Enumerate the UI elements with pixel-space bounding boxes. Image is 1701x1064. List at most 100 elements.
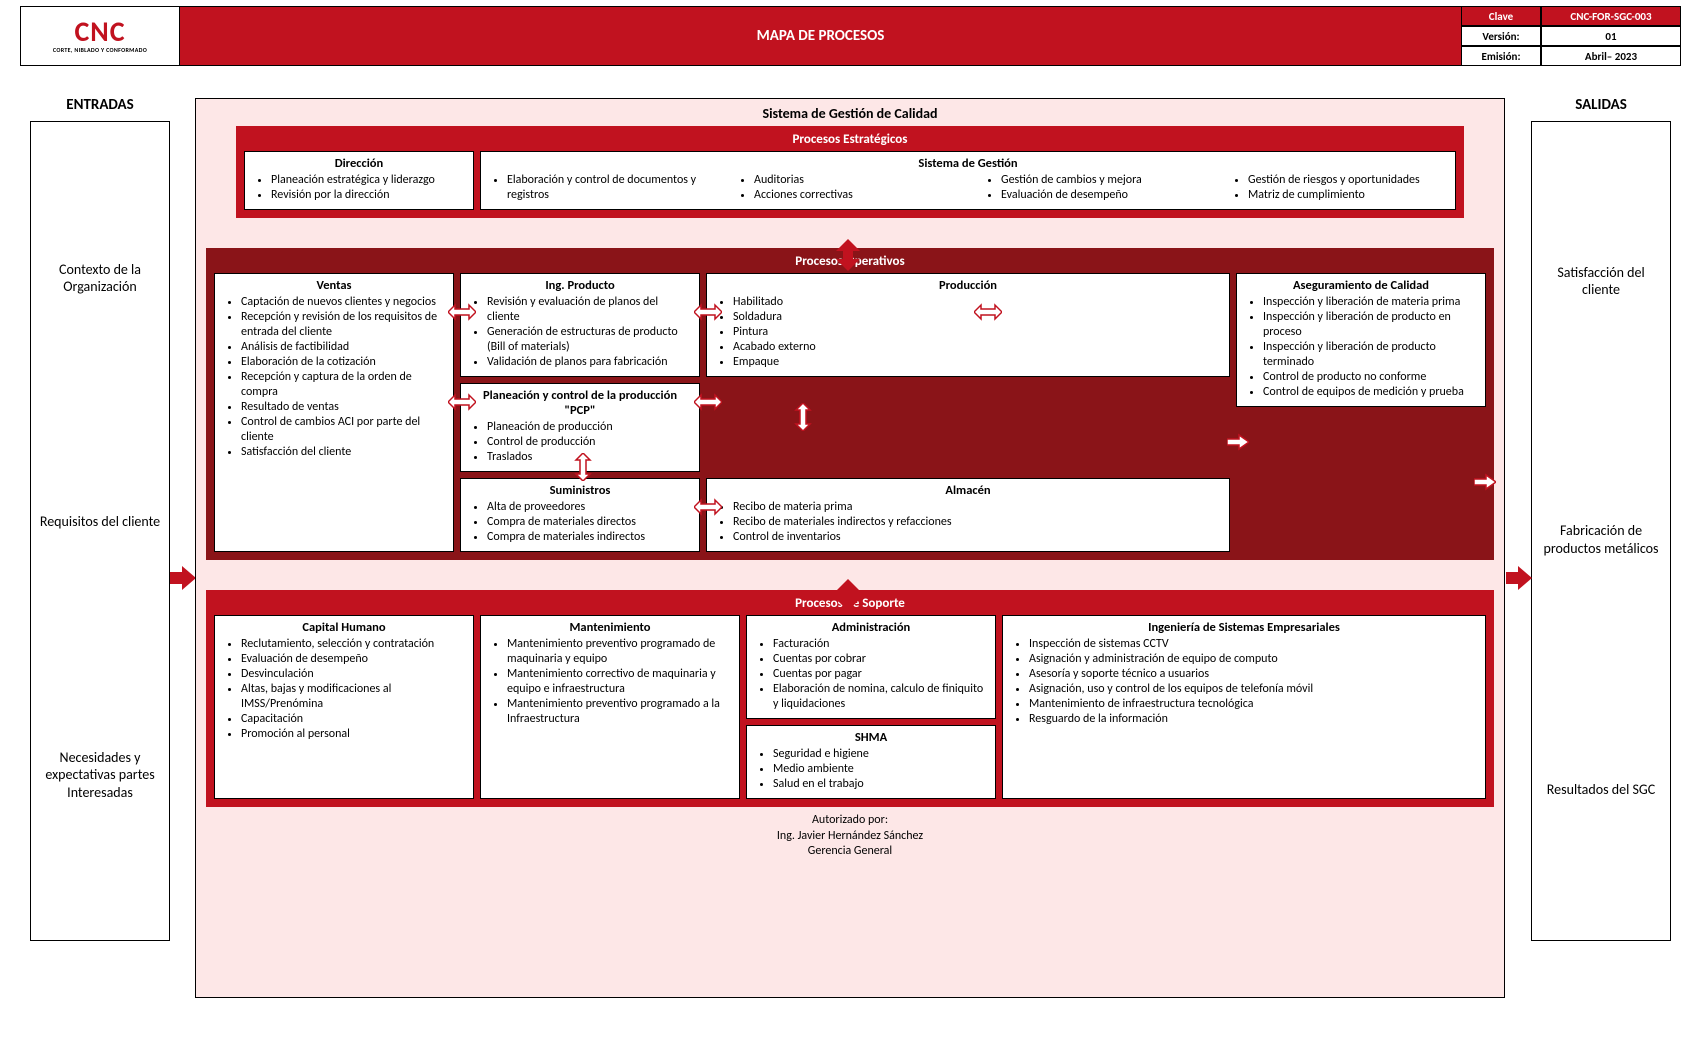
list-item: Gestión de riesgos y oportunidades (1248, 173, 1447, 188)
arrow-ud-icon (794, 403, 812, 431)
band-estrategicos: Procesos Estratégicos Dirección Planeaci… (236, 126, 1464, 218)
list-item: Recibo de materia prima (733, 500, 1221, 515)
list-item: Resguardo de la información (1029, 712, 1477, 727)
meta-clave-label: Clave (1461, 6, 1541, 26)
card-title: Ventas (223, 278, 445, 293)
auth-line: Gerencia General (206, 844, 1494, 860)
card-title: Dirección (253, 156, 465, 171)
card-sistema-gestion: Sistema de Gestión Elaboración y control… (480, 151, 1456, 210)
card-title: Producción (715, 278, 1221, 293)
list-item: Recibo de materiales indirectos y refacc… (733, 515, 1221, 530)
list-item: Mantenimiento preventivo programado a la… (507, 697, 731, 727)
arrow-updown-icon (836, 579, 860, 611)
card-title: Mantenimiento (489, 620, 731, 635)
card-shma: SHMA Seguridad e higiene Medio ambiente … (746, 725, 996, 799)
auth-line: Ing. Javier Hernández Sánchez (206, 829, 1494, 845)
arrow-right-icon (1474, 473, 1496, 491)
card-title: Ingeniería de Sistemas Empresariales (1011, 620, 1477, 635)
card-title: Aseguramiento de Calidad (1245, 278, 1477, 293)
list-item: Mantenimiento correctivo de maquinaria y… (507, 667, 731, 697)
list-item: Pintura (733, 325, 1221, 340)
header: CNC CORTE, NIBLADO Y CONFORMADO MAPA DE … (20, 6, 1681, 66)
list-item: Generación de estructuras de producto (B… (487, 325, 691, 355)
list-item: Matriz de cumplimiento (1248, 188, 1447, 203)
list-item: Satisfacción del cliente (241, 445, 445, 460)
arrow-lr-icon (448, 393, 476, 411)
arrow-entradas-icon (170, 566, 196, 590)
col-middle-1: Ing. Producto Revisión y evaluación de p… (460, 273, 700, 552)
sgc-title: Sistema de Gestión de Calidad (206, 105, 1494, 122)
salidas-box: Satisfacción del cliente Fabricación de … (1531, 121, 1671, 941)
card-ventas: Ventas Captación de nuevos clientes y ne… (214, 273, 454, 552)
list-item: Planeación estratégica y liderazgo (271, 173, 465, 188)
arrow-lr-icon (694, 393, 722, 411)
card-title: Administración (755, 620, 987, 635)
card-mantenimiento: Mantenimiento Mantenimiento preventivo p… (480, 615, 740, 799)
card-capital-humano: Capital Humano Reclutamiento, selección … (214, 615, 474, 799)
card-ing-producto: Ing. Producto Revisión y evaluación de p… (460, 273, 700, 377)
list-item: Control de equipos de medición y prueba (1263, 385, 1477, 400)
meta-version-label: Versión: (1461, 26, 1541, 46)
list-item: Acabado externo (733, 340, 1221, 355)
entrada-item: Requisitos del cliente (40, 513, 160, 531)
list-item: Validación de planos para fabricación (487, 355, 691, 370)
list-item: Asesoría y soporte técnico a usuarios (1029, 667, 1477, 682)
salida-item: Resultados del SGC (1547, 781, 1655, 799)
list-item: Evaluación de desempeño (1001, 188, 1200, 203)
list-item: Revisión y evaluación de planos del clie… (487, 295, 691, 325)
card-title: SHMA (755, 730, 987, 745)
band-soporte: Procesos de Soporte Capital Humano Reclu… (206, 590, 1494, 807)
list-item: Desvinculación (241, 667, 465, 682)
list-item: Inspección y liberación de producto en p… (1263, 310, 1477, 340)
list-item: Asignación y administración de equipo de… (1029, 652, 1477, 667)
band-operativos: Procesos Operativos Ventas Captación de … (206, 248, 1494, 560)
col-middle-2: Producción Habilitado Soldadura Pintura … (706, 273, 1230, 552)
list-item: Inspección de sistemas CCTV (1029, 637, 1477, 652)
entrada-item: Contexto de la Organización (37, 261, 163, 296)
sgc-canvas: Sistema de Gestión de Calidad Procesos E… (195, 98, 1505, 998)
salida-item: Fabricación de productos metálicos (1538, 522, 1664, 557)
list-item: Control de producción (487, 435, 691, 450)
list-item: Compra de materiales indirectos (487, 530, 691, 545)
card-calidad: Aseguramiento de Calidad Inspección y li… (1236, 273, 1486, 407)
list-item: Control de cambios ACI por parte del cli… (241, 415, 445, 445)
list-item: Control de inventarios (733, 530, 1221, 545)
card-title: Sistema de Gestión (489, 156, 1447, 171)
list-item: Alta de proveedores (487, 500, 691, 515)
list-item: Cuentas por pagar (773, 667, 987, 682)
list-item: Resultado de ventas (241, 400, 445, 415)
list-item: Mantenimiento preventivo programado de m… (507, 637, 731, 667)
list-item: Inspección y liberación de materia prima (1263, 295, 1477, 310)
salida-item: Satisfacción del cliente (1538, 264, 1664, 299)
arrow-lr-icon (694, 303, 722, 321)
arrow-salidas-icon (1506, 566, 1532, 590)
meta-emision-label: Emisión: (1461, 46, 1541, 66)
list-item: Facturación (773, 637, 987, 652)
list-item: Elaboración de la cotización (241, 355, 445, 370)
arrow-lr-icon (448, 303, 476, 321)
card-title: Capital Humano (223, 620, 465, 635)
arrow-ud-icon (574, 453, 592, 481)
card-direccion: Dirección Planeación estratégica y lider… (244, 151, 474, 210)
card-almacen: Almacén Recibo de materia prima Recibo d… (706, 478, 1230, 552)
entrada-item: Necesidades y expectativas partes Intere… (37, 749, 163, 802)
authorization: Autorizado por: Ing. Javier Hernández Sá… (206, 813, 1494, 860)
arrow-updown-icon (836, 239, 860, 271)
list-item: Gestión de cambios y mejora (1001, 173, 1200, 188)
arrow-lr-icon (974, 303, 1002, 321)
logo: CNC CORTE, NIBLADO Y CONFORMADO (20, 6, 180, 66)
meta-table: Clave CNC-FOR-SGC-003 Versión: 01 Emisió… (1461, 6, 1681, 66)
entradas-heading: ENTRADAS (30, 96, 170, 114)
card-title: Planeación y control de la producción "P… (469, 388, 691, 418)
list-item: Auditorias (754, 173, 953, 188)
salidas-heading: SALIDAS (1531, 96, 1671, 114)
list-item: Compra de materiales directos (487, 515, 691, 530)
list-item: Análisis de factibilidad (241, 340, 445, 355)
list-item: Revisión por la dirección (271, 188, 465, 203)
list-item: Cuentas por cobrar (773, 652, 987, 667)
list-item: Empaque (733, 355, 1221, 370)
document-title: MAPA DE PROCESOS (180, 6, 1461, 66)
list-item: Salud en el trabajo (773, 777, 987, 792)
card-produccion: Producción Habilitado Soldadura Pintura … (706, 273, 1230, 377)
list-item: Elaboración y control de documentos y re… (507, 173, 706, 203)
